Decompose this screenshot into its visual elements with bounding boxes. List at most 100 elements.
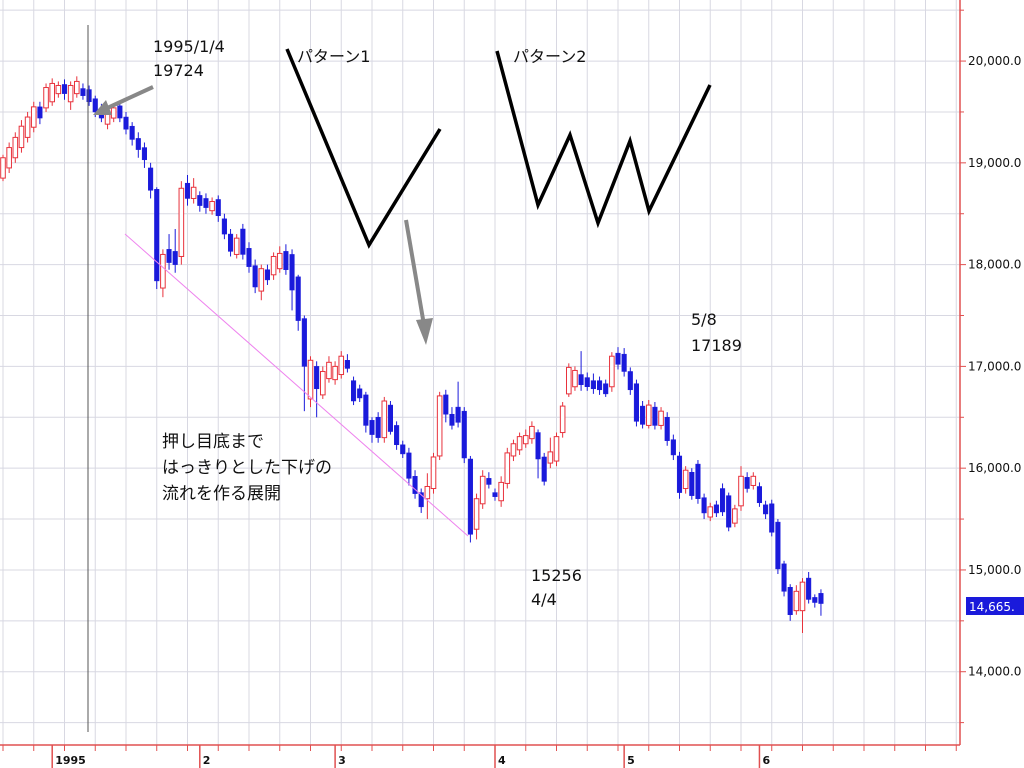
price-tick-label: 18,000.0 — [968, 258, 1021, 272]
candle-body-down — [184, 182, 191, 199]
candle-body-down — [806, 577, 812, 600]
candle — [0, 154, 6, 182]
price-tick-label: 20,000.0 — [968, 54, 1021, 68]
candle — [264, 264, 270, 285]
candle — [701, 493, 707, 520]
candle-body-down — [154, 189, 160, 282]
candle — [775, 519, 781, 575]
candle-body-up — [473, 498, 480, 530]
price-tick-label: 19,000.0 — [968, 156, 1021, 170]
month-tick-label: 1995 — [55, 754, 86, 767]
price-tick-label: 16,000.0 — [968, 461, 1021, 475]
current-price-badge: 14,665. — [966, 597, 1024, 615]
candle — [818, 589, 824, 616]
candle — [178, 181, 185, 265]
candle-body-up — [682, 469, 689, 490]
candle-body-down — [412, 476, 418, 494]
candle-body-up — [12, 136, 19, 159]
candle — [467, 455, 473, 543]
candle — [443, 389, 449, 423]
candle-body-up — [504, 452, 511, 484]
candle — [49, 78, 56, 106]
candle-body-up — [645, 404, 652, 426]
candle-body-down — [695, 463, 701, 499]
candle — [406, 447, 412, 486]
candle — [283, 244, 289, 275]
candle-body-down — [621, 353, 627, 372]
candle-body-up — [381, 400, 388, 439]
candle-body-down — [246, 248, 252, 267]
candle — [246, 242, 252, 273]
candle-body-down — [344, 360, 350, 369]
candle — [781, 560, 787, 597]
candle-body-up — [24, 116, 31, 138]
candle-body-up — [572, 369, 578, 388]
candle — [627, 367, 633, 395]
note-line-3: 流れを作る展開 — [162, 484, 281, 504]
candle — [455, 381, 461, 428]
candle-body-up — [609, 355, 615, 388]
candle-body-down — [400, 444, 406, 455]
candle — [732, 504, 738, 528]
candle-body-up — [30, 106, 37, 128]
candle-body-up — [74, 80, 80, 95]
candle — [652, 402, 658, 430]
candle-body-up — [658, 410, 664, 426]
candle-body-down — [357, 388, 363, 399]
candle-body-down — [172, 251, 178, 265]
candle-body-up — [516, 436, 523, 451]
candle — [320, 366, 326, 399]
candle-body-down — [369, 420, 375, 435]
candle — [80, 83, 86, 100]
month-tick-label: 3 — [338, 754, 346, 767]
candle-body-down — [763, 504, 769, 515]
candle-body-up — [0, 157, 6, 179]
candle — [633, 379, 640, 427]
candle-body-down — [252, 265, 258, 288]
high-date-label: 5/8 — [691, 310, 717, 329]
candle — [270, 252, 277, 280]
candles — [0, 76, 824, 634]
candle-body-down — [92, 98, 98, 113]
pattern1-v-shape — [285, 48, 442, 249]
candle-body-down — [664, 417, 670, 441]
candle-body-up — [529, 425, 535, 440]
candle — [793, 585, 800, 615]
candle-body-up — [104, 113, 111, 125]
candle-body-down — [240, 228, 246, 255]
candle — [375, 412, 381, 443]
candle-body-down — [640, 405, 646, 425]
candle — [86, 85, 92, 106]
candle-body-down — [351, 380, 357, 402]
candle — [436, 391, 443, 461]
candle-body-up — [178, 187, 185, 257]
candle-body-down — [406, 452, 412, 479]
candle-body-down — [86, 89, 92, 103]
candle-body-down — [197, 195, 203, 206]
candle-body-down — [701, 497, 707, 514]
candle — [412, 470, 418, 499]
candle — [529, 421, 535, 444]
candle-body-down — [215, 199, 221, 217]
candle-body-down — [818, 593, 824, 604]
low-value-label: 15256 — [531, 566, 582, 585]
candle — [658, 407, 664, 430]
pattern1-label: パターン1 — [297, 47, 370, 66]
candle-body-up — [332, 365, 338, 381]
candle-body-up — [43, 87, 49, 109]
candle — [603, 379, 609, 397]
candle-body-down — [744, 477, 750, 489]
candle-body-down — [80, 88, 86, 96]
candle-body-down — [615, 352, 621, 365]
candle-body-down — [812, 597, 818, 603]
candle-body-down — [492, 492, 498, 497]
candle — [289, 249, 295, 311]
candle — [541, 452, 547, 486]
price-axis: 20,000.0 19,000.0 18,000.0 17,000.0 16,000.0… — [960, 9, 1021, 724]
candle-body-up — [6, 147, 12, 169]
candle — [148, 162, 154, 199]
candle — [670, 434, 676, 461]
candle-body-up — [160, 253, 166, 289]
candle — [172, 228, 178, 273]
candle-body-down — [689, 471, 695, 496]
